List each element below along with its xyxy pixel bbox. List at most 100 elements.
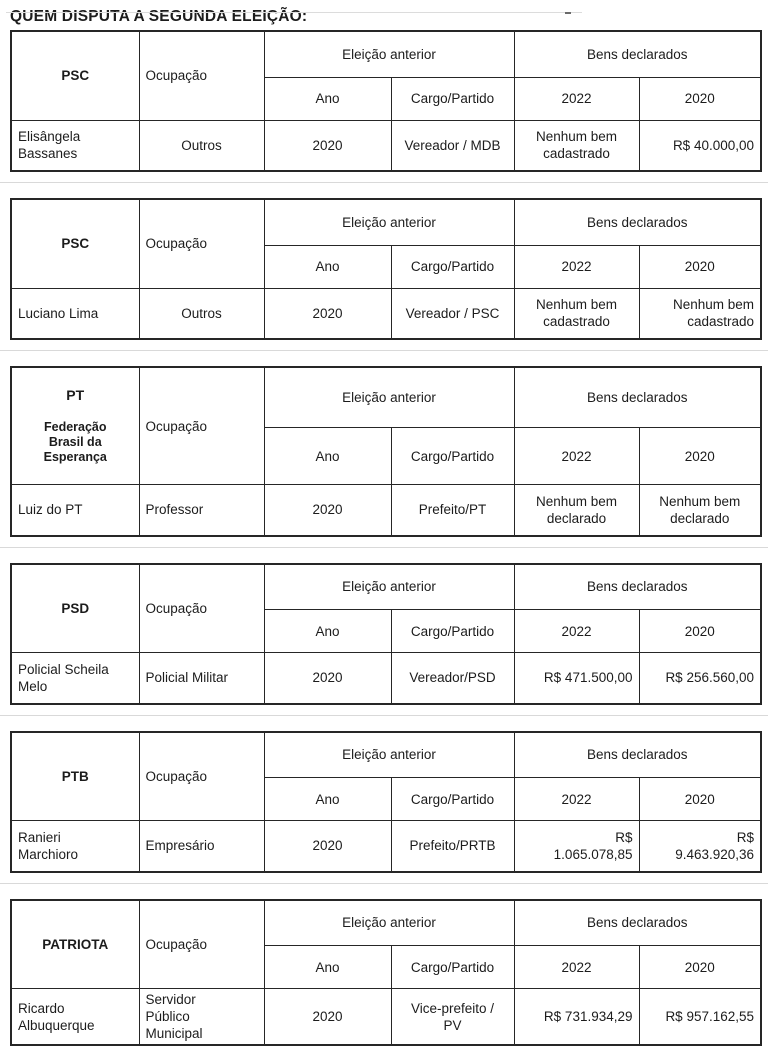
assets-2020-header-cell: 2020 <box>639 946 761 989</box>
candidate-table-psd-melo: PSD Ocupação Eleição anterior Bens decla… <box>10 563 762 705</box>
occupation-value-cell: Professor <box>139 485 264 536</box>
office-party-cell: Vereador/PSD <box>391 653 514 704</box>
election-year-cell: 2020 <box>264 821 391 872</box>
assets-2020-header-cell: 2020 <box>639 245 761 288</box>
assets-2020-cell: R$ 40.000,00 <box>639 120 761 171</box>
assets-2020-header-cell: 2020 <box>639 778 761 821</box>
separator-line <box>0 883 768 884</box>
election-year-cell: 2020 <box>264 653 391 704</box>
election-year-cell: 2020 <box>264 120 391 171</box>
previous-election-header-cell: Eleição anterior <box>264 199 514 245</box>
previous-election-header-cell: Eleição anterior <box>264 900 514 946</box>
occupation-value-cell: Outros <box>139 120 264 171</box>
occupation-value-cell: Policial Militar <box>139 653 264 704</box>
occupation-value-cell: Outros <box>139 288 264 339</box>
office-party-cell: Vereador / PSC <box>391 288 514 339</box>
candidate-name-cell: Luiz do PT <box>11 485 139 536</box>
assets-2022-cell: R$ 471.500,00 <box>514 653 639 704</box>
occupation-header-cell: Ocupação <box>139 732 264 821</box>
declared-assets-header-cell: Bens declarados <box>514 367 761 428</box>
office-party-header-cell: Cargo/Partido <box>391 428 514 485</box>
office-party-cell: Vice-prefeito / PV <box>391 989 514 1046</box>
assets-2020-header-cell: 2020 <box>639 77 761 120</box>
assets-2020-cell: R$ 9.463.920,36 <box>639 821 761 872</box>
separator-line <box>0 350 768 351</box>
top-artifact-line <box>6 12 582 13</box>
separator-line <box>0 715 768 716</box>
assets-2020-cell: R$ 957.162,55 <box>639 989 761 1046</box>
assets-2020-header-cell: 2020 <box>639 610 761 653</box>
top-artifact-speck <box>565 12 571 14</box>
year-header-cell: Ano <box>264 946 391 989</box>
table-gap <box>0 537 768 558</box>
declared-assets-header-cell: Bens declarados <box>514 900 761 946</box>
assets-2022-header-cell: 2022 <box>514 245 639 288</box>
office-party-cell: Prefeito/PT <box>391 485 514 536</box>
occupation-value-cell: Empresário <box>139 821 264 872</box>
assets-2022-header-cell: 2022 <box>514 778 639 821</box>
table-gap <box>0 873 768 894</box>
assets-2022-header-cell: 2022 <box>514 428 639 485</box>
candidate-table-ptb-marchioro: PTB Ocupação Eleição anterior Bens decla… <box>10 731 762 873</box>
assets-2022-cell: R$ 731.934,29 <box>514 989 639 1046</box>
year-header-cell: Ano <box>264 610 391 653</box>
previous-election-header-cell: Eleição anterior <box>264 732 514 778</box>
office-party-header-cell: Cargo/Partido <box>391 245 514 288</box>
party-cell: PATRIOTA <box>11 900 139 989</box>
assets-2022-header-cell: 2022 <box>514 946 639 989</box>
occupation-header-cell: Ocupação <box>139 367 264 485</box>
party-federation-name: Federação Brasil da Esperança <box>18 420 133 465</box>
candidate-table-patriota-albuquerque: PATRIOTA Ocupação Eleição anterior Bens … <box>10 899 762 1046</box>
candidate-name-cell: Policial Scheila Melo <box>11 653 139 704</box>
year-header-cell: Ano <box>264 77 391 120</box>
party-cell: PT Federação Brasil da Esperança <box>11 367 139 485</box>
table-gap <box>0 705 768 726</box>
previous-election-header-cell: Eleição anterior <box>264 564 514 610</box>
occupation-header-cell: Ocupação <box>139 900 264 989</box>
assets-2022-cell: Nenhum bem declarado <box>514 485 639 536</box>
declared-assets-header-cell: Bens declarados <box>514 732 761 778</box>
separator-line <box>0 182 768 183</box>
occupation-value-cell: Servidor Público Municipal <box>139 989 264 1046</box>
declared-assets-header-cell: Bens declarados <box>514 31 761 77</box>
candidate-name-cell: Ranieri Marchioro <box>11 821 139 872</box>
previous-election-header-cell: Eleição anterior <box>264 367 514 428</box>
candidate-name-cell: Elisângela Bassanes <box>11 120 139 171</box>
candidate-table-psc-bassanes: PSC Ocupação Eleição anterior Bens decla… <box>10 30 762 172</box>
office-party-cell: Prefeito/PRTB <box>391 821 514 872</box>
year-header-cell: Ano <box>264 245 391 288</box>
candidate-table-pt-luiz: PT Federação Brasil da Esperança Ocupaçã… <box>10 366 762 537</box>
table-gap <box>0 172 768 193</box>
occupation-header-cell: Ocupação <box>139 199 264 288</box>
year-header-cell: Ano <box>264 428 391 485</box>
assets-2022-header-cell: 2022 <box>514 77 639 120</box>
assets-2020-cell: Nenhum bem cadastrado <box>639 288 761 339</box>
occupation-header-cell: Ocupação <box>139 564 264 653</box>
party-cell: PSC <box>11 31 139 120</box>
party-cell: PSD <box>11 564 139 653</box>
election-year-cell: 2020 <box>264 485 391 536</box>
separator-line <box>0 547 768 548</box>
assets-2022-cell: R$ 1.065.078,85 <box>514 821 639 872</box>
assets-2022-cell: Nenhum bem cadastrado <box>514 120 639 171</box>
previous-election-header-cell: Eleição anterior <box>264 31 514 77</box>
office-party-header-cell: Cargo/Partido <box>391 778 514 821</box>
office-party-header-cell: Cargo/Partido <box>391 610 514 653</box>
declared-assets-header-cell: Bens declarados <box>514 564 761 610</box>
candidate-name-cell: Luciano Lima <box>11 288 139 339</box>
candidate-table-psc-lima: PSC Ocupação Eleição anterior Bens decla… <box>10 198 762 340</box>
candidate-name-cell: Ricardo Albuquerque <box>11 989 139 1046</box>
party-cell: PTB <box>11 732 139 821</box>
election-year-cell: 2020 <box>264 288 391 339</box>
office-party-header-cell: Cargo/Partido <box>391 946 514 989</box>
year-header-cell: Ano <box>264 778 391 821</box>
assets-2020-cell: Nenhum bem declarado <box>639 485 761 536</box>
occupation-header-cell: Ocupação <box>139 31 264 120</box>
assets-2022-header-cell: 2022 <box>514 610 639 653</box>
declared-assets-header-cell: Bens declarados <box>514 199 761 245</box>
office-party-header-cell: Cargo/Partido <box>391 77 514 120</box>
office-party-cell: Vereador / MDB <box>391 120 514 171</box>
table-gap <box>0 340 768 361</box>
assets-2020-header-cell: 2020 <box>639 428 761 485</box>
election-year-cell: 2020 <box>264 989 391 1046</box>
